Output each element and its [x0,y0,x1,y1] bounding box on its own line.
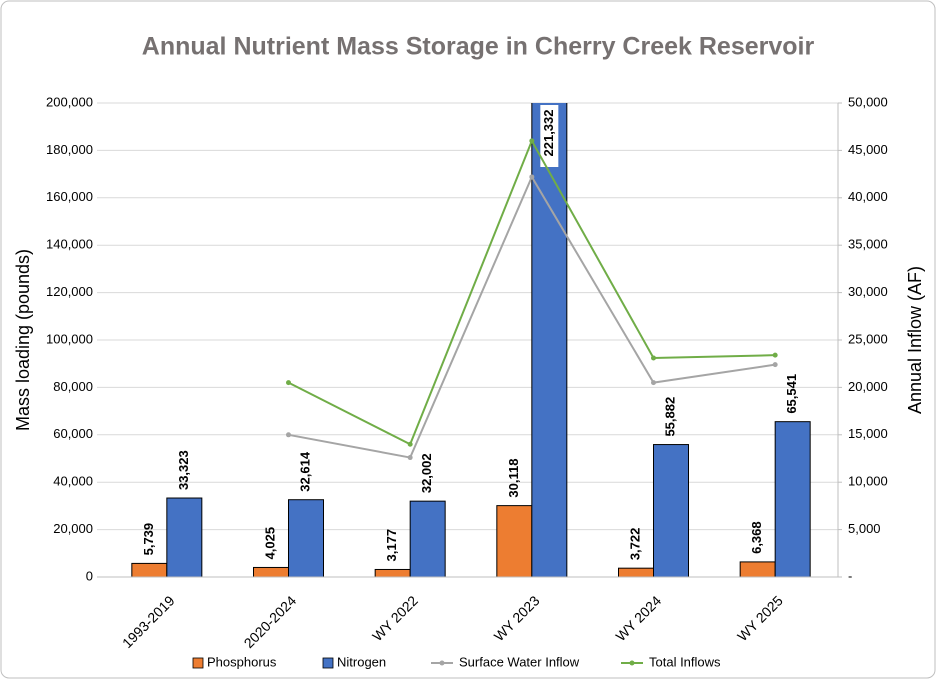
y-axis-title: Mass loading (pounds) [13,249,33,431]
y2-tick-label: 30,000 [848,284,888,299]
line-marker [286,432,291,438]
y-tick-label: 160,000 [46,189,93,204]
y-tick-label: 120,000 [46,284,93,299]
data-label: 3,722 [627,528,642,561]
y-tick-label: 20,000 [53,521,93,536]
legend-marker [439,660,445,666]
data-label: 33,323 [176,450,191,490]
bar [739,561,776,578]
y2-tick-label: 25,000 [848,331,888,346]
y2-tick-label: 15,000 [848,426,888,441]
data-label-bg [540,105,559,167]
bar [166,497,203,578]
bar [618,567,654,578]
plot-area [131,103,811,578]
y2-axis-title: Annual Inflow (AF) [905,266,925,414]
y-tick-label: 140,000 [46,237,93,252]
data-label: 32,002 [419,453,434,493]
legend-label: Surface Water Inflow [459,654,580,669]
y2-tick-label: 40,000 [848,189,888,204]
data-label: 3,177 [384,529,399,562]
y-tick-label: 80,000 [53,379,93,394]
bar [374,568,411,578]
data-label: 221,332 [541,110,556,157]
y2-tick-label: 20,000 [848,379,888,394]
data-label: 32,614 [297,451,312,492]
y-tick-label: 0 [86,568,93,583]
legend-marker [629,660,635,666]
bar [288,499,324,578]
line-marker [407,455,413,461]
bar [496,505,533,578]
y2-tick-label: 5,000 [848,521,881,536]
legend-label: Nitrogen [337,654,386,669]
legend-swatch [322,657,334,669]
line-marker [772,352,778,358]
data-label: 4,025 [262,527,277,560]
line-marker [772,362,778,368]
y-tick-label: 200,000 [46,94,93,109]
bar [774,421,811,578]
y2-tick-label: 35,000 [848,237,888,252]
y2-tick-label: 50,000 [848,94,888,109]
data-label: 5,739 [141,523,156,556]
legend-label: Total Inflows [649,654,721,669]
bar [653,444,689,578]
data-label: 55,882 [662,397,677,437]
bar [131,562,168,578]
y2-tick-label: 45,000 [848,142,888,157]
legend-swatch [192,657,204,669]
bar [253,566,289,578]
y-tick-label: 60,000 [53,426,93,441]
line-marker [529,174,535,180]
line-marker [651,355,656,361]
line-marker [407,441,413,447]
y-tick-label: 180,000 [46,142,93,157]
y-tick-label: 100,000 [46,331,93,346]
legend-label: Phosphorus [207,654,277,669]
data-label: 6,368 [749,521,764,554]
bar [409,500,446,578]
line-marker [529,138,535,144]
bar [531,103,568,578]
y-tick-label: 40,000 [53,474,93,489]
chart-title: Annual Nutrient Mass Storage in Cherry C… [142,33,815,61]
data-label: 65,541 [784,374,799,414]
y2-tick-label: 10,000 [848,474,888,489]
y2-tick-label: - [848,568,852,583]
data-label: 30,118 [506,459,521,498]
line-marker [651,380,656,386]
line-marker [286,380,291,386]
